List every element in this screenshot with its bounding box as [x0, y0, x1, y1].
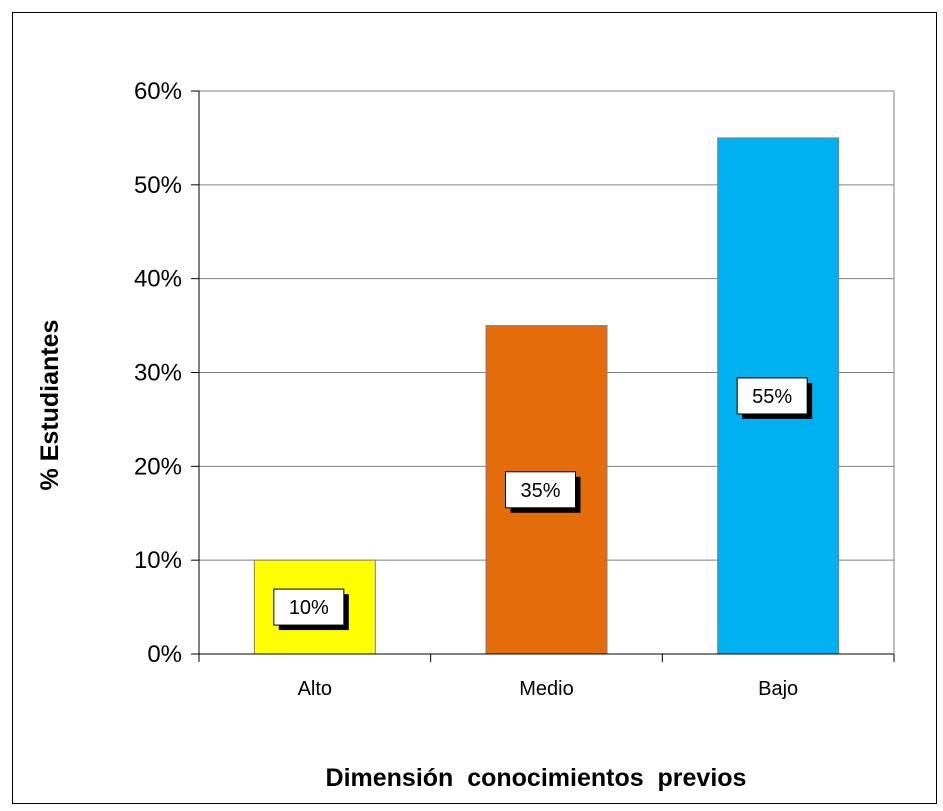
- data-label-box: [505, 471, 576, 509]
- x-axis-label: Dimensión conocimientos previos: [326, 764, 747, 792]
- data-label-box: [736, 377, 808, 415]
- axes: [191, 90, 895, 662]
- y-tick-labels: 0% 10% 20% 30% 40% 50% 60%: [134, 78, 182, 668]
- x-tick-label: Medio: [519, 678, 573, 700]
- y-tick-label: 30%: [134, 360, 182, 387]
- data-label: 10%: [289, 597, 329, 619]
- y-tick-label: 20%: [134, 453, 182, 480]
- x-tick-label: Bajo: [758, 678, 798, 700]
- data-label-box: [273, 588, 345, 626]
- data-labels: 10% 35% 55%: [273, 377, 813, 631]
- y-tick-label: 60%: [134, 78, 182, 105]
- data-label: 55%: [752, 386, 792, 408]
- data-label: 35%: [520, 480, 560, 502]
- x-tick-label: Alto: [298, 678, 332, 700]
- y-tick-label: 0%: [147, 641, 182, 668]
- x-tick-labels: Alto Medio Bajo: [298, 678, 799, 700]
- y-tick-label: 10%: [134, 547, 182, 574]
- y-tick-label: 40%: [134, 266, 182, 293]
- y-tick-label: 50%: [134, 172, 182, 199]
- y-axis-label: % Estudiantes: [36, 320, 64, 491]
